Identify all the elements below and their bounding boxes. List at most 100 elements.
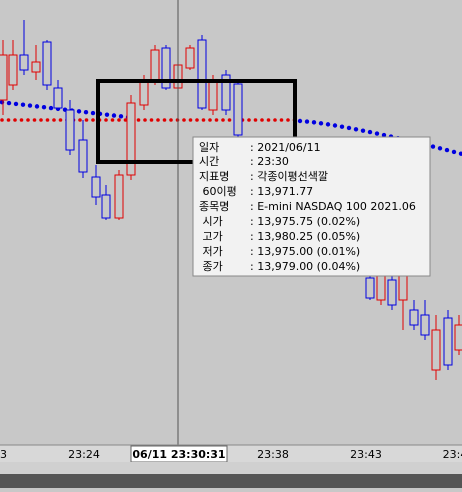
candle-body	[208, 79, 218, 111]
ma-dot-red	[279, 118, 284, 122]
ma-dot-blue	[451, 149, 457, 155]
ma-dot-blue	[111, 113, 117, 118]
ma-dot-blue	[297, 118, 303, 124]
ma-dot-blue	[437, 146, 443, 151]
candle-body	[197, 39, 207, 109]
tooltip-label: 저가	[199, 245, 223, 258]
tooltip-value: : 13,975.00 (0.01%)	[250, 245, 360, 258]
ma-dot-blue	[304, 119, 310, 124]
tooltip-label: 시가	[199, 215, 223, 228]
ma-dot-red	[214, 118, 219, 122]
ma-dot-blue	[458, 151, 462, 156]
ma-dot-red	[104, 118, 108, 122]
tooltip-label: 종가	[199, 260, 223, 273]
tooltip-label: 60이평	[199, 185, 237, 198]
candle-body	[53, 87, 63, 109]
ma-dot-blue	[34, 104, 40, 109]
ma-dot-red	[26, 118, 30, 122]
candle-body	[91, 176, 101, 198]
ma-dot-red	[201, 118, 206, 122]
candle-body	[221, 74, 231, 111]
tooltip-value: : 23:30	[250, 155, 289, 168]
ma-dot-red	[162, 118, 167, 122]
ma-dot-red	[52, 118, 56, 122]
tooltip-rows: 일자: 2021/06/11 시간: 23:30 지표명: 각종이평선색깔 60이평…	[199, 140, 416, 273]
ma-dot-red	[156, 118, 160, 122]
ma-dot-red	[32, 118, 37, 122]
ma-dot-red	[188, 118, 193, 122]
ma-dot-red	[286, 118, 290, 122]
ma-dot-red	[13, 118, 17, 122]
ma-dot-blue	[27, 103, 33, 108]
candle-body	[365, 277, 375, 299]
candle-body	[126, 102, 136, 176]
candle-body	[0, 54, 8, 101]
candle-body	[42, 41, 52, 86]
candle-body	[65, 109, 75, 151]
x-label: 23:38	[257, 448, 289, 461]
ma-dot-red	[247, 118, 251, 122]
ma-dot-blue	[339, 124, 345, 129]
tooltip-value: : 2021/06/11	[250, 141, 321, 154]
candle-body	[443, 317, 453, 366]
candle-body	[8, 54, 18, 86]
ma-dot-blue	[6, 100, 12, 106]
tooltip-label: 종목명	[199, 200, 229, 213]
ma-dot-red	[208, 118, 212, 122]
ma-dot-blue	[367, 129, 373, 135]
tooltip-label: 지표명	[199, 170, 229, 183]
ma-dot-blue	[118, 114, 124, 119]
candle-body	[185, 47, 195, 69]
ma-dot-blue	[332, 123, 338, 128]
ma-dot-red	[169, 118, 173, 122]
tooltip-value: : 13,979.00 (0.04%)	[250, 260, 360, 273]
ma-dot-red	[123, 118, 128, 122]
tooltip-value: : 13,980.25 (0.05%)	[250, 230, 360, 243]
candle-body	[31, 61, 41, 73]
candle-body	[233, 83, 243, 136]
ma-dot-blue	[346, 125, 352, 131]
tooltip-label: 일자	[199, 140, 219, 154]
ma-dot-red	[91, 118, 95, 122]
ma-dot-blue	[76, 109, 82, 114]
x-labels: 3 23:24 06/11 23:30:31 23:38 23:43 23:4	[0, 448, 462, 461]
ma-dot-red	[117, 118, 121, 122]
tooltip-value: : 13,971.77	[250, 185, 313, 198]
ma-dot-red	[0, 118, 4, 122]
ma-dot-blue	[360, 128, 366, 133]
tooltip-label: 고가	[199, 230, 223, 243]
ma-dot-red	[39, 118, 43, 122]
ma-dot-red	[6, 118, 11, 122]
candle-body	[139, 79, 149, 106]
candle-body	[431, 329, 441, 371]
ma-dot-blue	[381, 132, 387, 138]
ma-dot-red	[19, 118, 24, 122]
ma-dot-blue	[20, 102, 26, 107]
tooltip-label: 시간	[199, 155, 219, 168]
ma-dot-blue	[374, 131, 380, 136]
ma-dot-blue	[311, 120, 317, 125]
ma-dot-red	[195, 118, 199, 122]
x-label: 3	[0, 448, 7, 461]
tooltip-box	[192, 136, 431, 277]
ma-dot-blue	[83, 109, 89, 115]
tooltip-value: : 13,975.75 (0.02%)	[250, 215, 360, 228]
candle-body	[409, 309, 419, 326]
candle-body	[150, 49, 160, 81]
ma-dot-red	[84, 118, 89, 122]
ma-dot-blue	[444, 147, 450, 153]
candle-body	[114, 174, 124, 219]
ma-dot-blue	[48, 105, 54, 111]
ma-dot-red	[221, 118, 225, 122]
tooltip: 일자: 2021/06/11 시간: 23:30 지표명: 각종이평선색깔 60이평…	[192, 136, 431, 277]
ma-dot-blue	[104, 112, 110, 117]
candle-body	[420, 314, 430, 336]
ma-dot-blue	[13, 101, 19, 107]
x-label: 23:24	[68, 448, 100, 461]
ma-dot-red	[266, 118, 271, 122]
ma-dot-blue	[353, 127, 359, 132]
ma-dot-blue	[90, 110, 96, 116]
candle-body	[161, 47, 171, 89]
